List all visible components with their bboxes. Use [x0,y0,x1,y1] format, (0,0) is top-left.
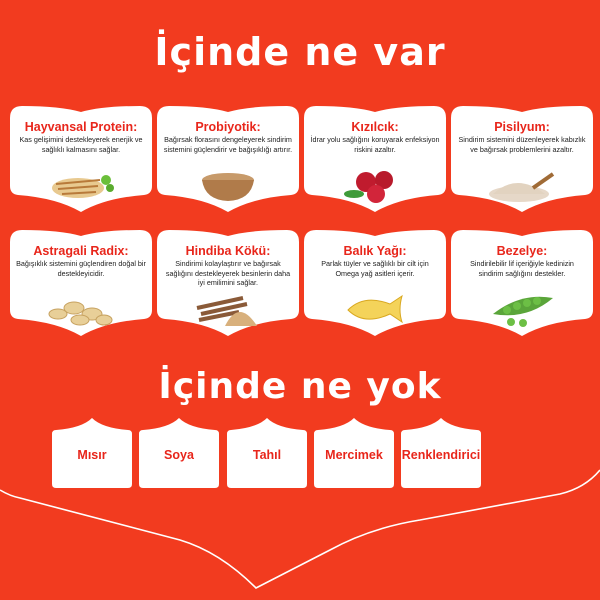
excluded-ingredient-label: Tahıl [252,448,282,462]
excluded-ingredient-label: Mısır [77,448,107,462]
box-background [52,418,132,488]
root-slices-icon [48,301,113,326]
card-background [451,230,593,336]
excluded-ingredient-label: Mercimek [325,448,383,462]
ingredient-title: Hayvansal Protein: [24,120,138,134]
ingredient-title: Kızılcık: [351,120,399,134]
ingredient-title: Astragali Radix: [33,244,129,258]
card-background [157,230,299,336]
ingredient-description: Sindirim sistemini düzenleyerek kabızlık… [458,135,586,154]
ingredient-title: Pisilyum: [494,120,550,134]
ingredient-title: Balık Yağı: [343,244,407,258]
ingredient-title: Probiyotik: [195,120,261,134]
ingredient-description: Sindirilebilir lif içeriğiyle kedinizin … [470,259,574,278]
ingredient-card: Astragali Radix: Bağışıklık sistemini gü… [10,230,152,336]
section-title-contains: İçinde ne var [154,30,446,74]
excluded-ingredient-box: Mercimek [314,418,394,488]
excluded-ingredient-box: Mısır [52,418,132,488]
ingredient-title: Bezelye: [496,244,548,258]
card-background [10,230,152,336]
ingredient-card: Bezelye: Sindirilebilir lif içeriğiyle k… [451,230,593,336]
ingredient-card: Kızılcık: İdrar yolu sağlığını koruyarak… [304,106,446,212]
excluded-ingredient-box: Soya [139,418,219,488]
card-background [10,106,152,212]
ingredient-description: Bağışıklık sistemini güçlendiren doğal b… [16,259,146,278]
ingredient-card: Balık Yağı: Parlak tüyler ve sağlıklı bi… [304,230,446,336]
cranberry-icon [344,171,393,203]
box-background [139,418,219,488]
ingredient-description: Sindirimi kolaylaştırır ve bağırsak sağl… [165,259,291,287]
ingredient-title: Hindiba Kökü: [185,244,271,258]
ingredient-card: Hindiba Kökü: Sindirimi kolaylaştırır ve… [157,230,299,336]
excluded-ingredient-box: Tahıl [227,418,307,488]
ingredient-description: İdrar yolu sağlığını koruyarak enfeksiyo… [310,135,440,154]
box-background [314,418,394,488]
box-background [401,418,481,488]
ingredient-card: Hayvansal Protein: Kas gelişimini destek… [10,106,152,212]
psyllium-scoop-icon [489,172,555,202]
fish-oil-capsule-icon [347,294,403,324]
excluded-ingredient-label: Renklendirici [401,448,481,462]
ingredient-description: Parlak tüyler ve sağlıklı bir cilt için … [321,259,429,278]
section-title-excludes: İçinde ne yok [158,366,442,407]
card-background [451,106,593,212]
box-background [227,418,307,488]
pea-pod-icon [493,296,553,327]
card-background [304,106,446,212]
ingredient-description: Kas gelişimini destekleyerek enerjik ve … [19,135,143,154]
excluded-ingredient-box: Renklendirici [401,418,481,488]
chicory-root-icon [196,296,257,326]
card-background [304,230,446,336]
card-background [157,106,299,212]
powder-bowl-icon [202,173,254,201]
chicken-breast-icon [52,175,114,198]
ingredient-description: Bağırsak florasını dengeleyerek sindirim… [163,135,293,154]
ingredient-card: Probiyotik: Bağırsak florasını dengeleye… [157,106,299,212]
ingredient-card: Pisilyum: Sindirim sistemini düzenleyere… [451,106,593,212]
excluded-ingredient-label: Soya [164,448,194,462]
